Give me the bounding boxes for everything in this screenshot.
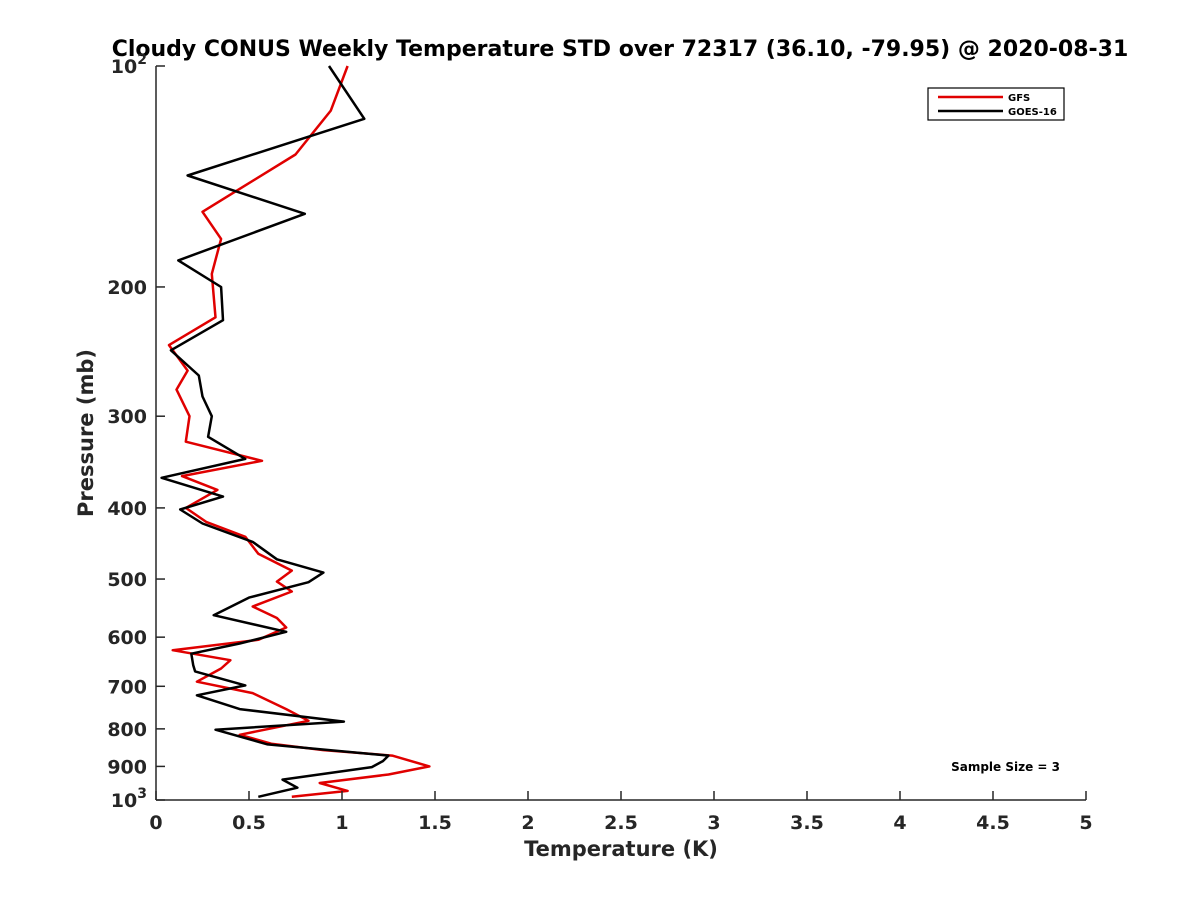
y-tick-label: 600 <box>107 627 147 649</box>
y-tick-label: 102 <box>111 52 147 78</box>
x-tick-label: 0.5 <box>232 812 266 834</box>
x-tick-label: 2 <box>521 812 534 834</box>
y-tick-label: 200 <box>107 277 147 299</box>
y-tick-label: 700 <box>107 676 147 698</box>
legend-box <box>927 87 1065 121</box>
y-tick-label: 300 <box>107 406 147 428</box>
x-tick-label: 5 <box>1079 812 1092 834</box>
y-tick-label: 900 <box>107 756 147 778</box>
x-tick-label: 0 <box>149 812 162 834</box>
legend-label-gfs: GFS <box>1008 93 1030 104</box>
x-tick-label: 4.5 <box>976 812 1010 834</box>
y-ticks: 102 200 300 400 500 600 700 800 900 103 <box>107 52 165 812</box>
sample-size-annotation: Sample Size = 3 <box>951 760 1060 774</box>
plot-area <box>156 66 1086 800</box>
y-tick-label: 103 <box>111 786 147 812</box>
x-axis-label: Temperature (K) <box>524 837 718 861</box>
x-tick-label: 1 <box>335 812 348 834</box>
chart-title: Cloudy CONUS Weekly Temperature STD over… <box>112 37 1129 62</box>
x-tick-label: 3 <box>707 812 720 834</box>
legend-label-goes-16: GOES-16 <box>1008 107 1057 118</box>
y-tick-label: 400 <box>107 498 147 520</box>
x-tick-label: 1.5 <box>418 812 452 834</box>
y-tick-label: 800 <box>107 719 147 741</box>
x-tick-label: 3.5 <box>790 812 824 834</box>
series-line-goes-16 <box>160 65 390 799</box>
x-ticks: 0 0.5 1 1.5 2 2.5 3 3.5 4 4.5 5 <box>149 791 1093 834</box>
x-tick-label: 4 <box>893 812 906 834</box>
x-tick-label: 2.5 <box>604 812 638 834</box>
series-layer <box>160 65 431 799</box>
y-tick-label: 500 <box>107 569 147 591</box>
legend: GFS GOES-16 <box>927 87 1065 121</box>
y-axis-label: Pressure (mb) <box>74 349 98 517</box>
